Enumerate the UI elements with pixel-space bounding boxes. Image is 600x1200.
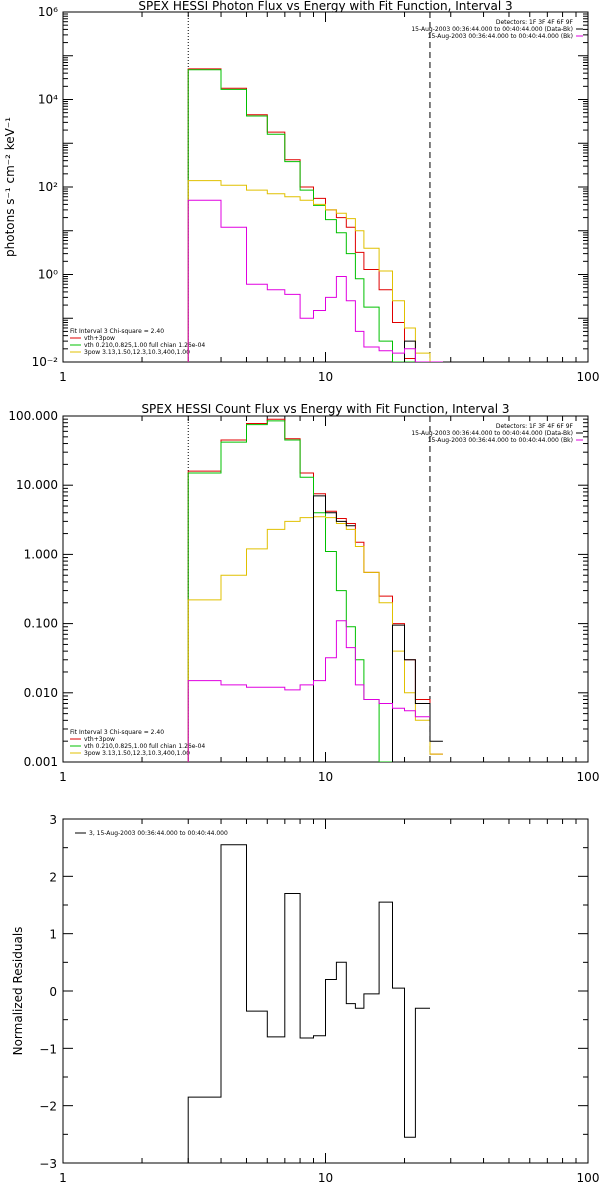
series-0-step-line bbox=[187, 844, 430, 1163]
x-tick-label: 10 bbox=[318, 770, 333, 784]
count-flux-detectors: Detectors: 1F 3F 4F 6F 9F bbox=[496, 423, 574, 430]
x-tick-label: 1 bbox=[59, 770, 67, 784]
series-1-step-line bbox=[187, 69, 443, 362]
residuals-legend-item: 3, 15-Aug-2003 00:36:44.000 to 00:40:44.… bbox=[89, 830, 228, 837]
series-4-step-line bbox=[187, 199, 443, 362]
x-tick-label: 1 bbox=[59, 370, 67, 384]
count-flux-legend-total: vth+3pow bbox=[84, 736, 115, 743]
y-tick-label: 0.100 bbox=[24, 617, 58, 631]
y-tick-label: −2 bbox=[39, 1100, 57, 1114]
series-2-step-line bbox=[187, 516, 443, 762]
y-tick-label: 10.000 bbox=[16, 478, 58, 492]
photon-flux-legend-3pow: 3pow 3.13,1.50,12.3,10.3,400,1.00 bbox=[84, 349, 190, 356]
series-3-step-line bbox=[313, 495, 443, 762]
series-3-step-line bbox=[404, 340, 430, 362]
y-tick-label: 2 bbox=[49, 870, 57, 884]
y-tick-label: 10⁴ bbox=[38, 93, 58, 107]
x-tick-label: 100 bbox=[577, 1171, 600, 1185]
photon-flux-legend-vth: vth 0.210,0.825,1.00 full chian 1.26e-04 bbox=[84, 342, 205, 349]
y-tick-label: 100.000 bbox=[8, 409, 58, 423]
photon-flux-legend-total: vth+3pow bbox=[84, 335, 115, 342]
y-tick-label: 0.001 bbox=[24, 755, 58, 769]
count-flux-fit-header: Fit Interval 3 Chi-square = 2.40 bbox=[70, 729, 164, 736]
series-2-step-line bbox=[187, 180, 443, 362]
count-flux-data-interval: 15-Aug-2003 00:36:44.000 to 00:40:44.000… bbox=[411, 430, 573, 437]
y-tick-label: −1 bbox=[39, 1042, 57, 1056]
y-tick-label: 10² bbox=[38, 180, 58, 194]
y-tick-label: 10⁻² bbox=[32, 355, 59, 369]
photon-flux-ylabel: photons s⁻¹ cm⁻² keV⁻¹ bbox=[3, 117, 17, 257]
x-tick-label: 10 bbox=[318, 1171, 333, 1185]
residuals-ylabel: Normalized Residuals bbox=[11, 927, 25, 1056]
x-tick-label: 10 bbox=[318, 370, 333, 384]
residuals-panel: Normalized Residuals 3, 15-Aug-2003 00:3… bbox=[11, 813, 599, 1185]
photon-flux-bk-interval: 15-Aug-2003 00:36:44.000 to 00:40:44.000… bbox=[428, 33, 573, 40]
y-tick-label: 10⁰ bbox=[38, 268, 58, 282]
count-flux-legend-vth: vth 0.210,0.825,1.00 full chian 1.26e-04 bbox=[84, 743, 205, 750]
x-tick-label: 1 bbox=[59, 1171, 67, 1185]
x-tick-label: 100 bbox=[577, 370, 600, 384]
y-tick-label: 1 bbox=[49, 928, 57, 942]
count-flux-bk-interval: 15-Aug-2003 00:36:44.000 to 00:40:44.000… bbox=[428, 437, 573, 444]
count-flux-title: SPEX HESSI Count Flux vs Energy with Fit… bbox=[141, 402, 509, 416]
y-tick-label: 10⁶ bbox=[38, 5, 58, 19]
x-tick-label: 100 bbox=[577, 770, 600, 784]
count-flux-panel: SPEX HESSI Count Flux vs Energy with Fit… bbox=[8, 402, 599, 784]
photon-flux-panel: SPEX HESSI Photon Flux vs Energy with Fi… bbox=[3, 0, 599, 384]
y-tick-label: 3 bbox=[49, 813, 57, 827]
y-tick-label: 0.010 bbox=[24, 686, 58, 700]
series-4-step-line bbox=[187, 620, 430, 762]
photon-flux-data-interval: 15-Aug-2003 00:36:44.000 to 00:40:44.000… bbox=[411, 26, 573, 33]
photon-flux-fit-header: Fit Interval 3 Chi-square = 2.40 bbox=[70, 328, 164, 335]
y-tick-label: −3 bbox=[39, 1157, 57, 1171]
photon-flux-detectors: Detectors: 1F 3F 4F 6F 9F bbox=[496, 19, 574, 26]
y-tick-label: 0 bbox=[49, 985, 57, 999]
photon-flux-title: SPEX HESSI Photon Flux vs Energy with Fi… bbox=[138, 0, 512, 13]
y-tick-label: 1.000 bbox=[24, 547, 58, 561]
count-flux-legend-3pow: 3pow 3.13,1.50,12.3,10.3,400,1.00 bbox=[84, 750, 190, 757]
